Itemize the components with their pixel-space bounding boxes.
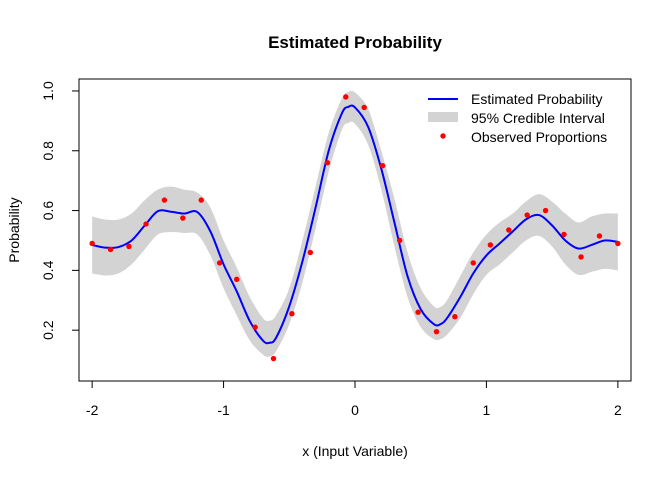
observed-point — [415, 309, 421, 315]
observed-point — [324, 160, 331, 166]
observed-point — [615, 240, 621, 247]
legend-point-swatch — [440, 133, 446, 139]
legend-label-interval: 95% Credible Interval — [471, 110, 605, 126]
observed-point — [107, 246, 114, 253]
y-tick-label: 0.8 — [40, 141, 56, 161]
observed-point — [361, 104, 367, 111]
x-tick-label: 0 — [351, 402, 359, 418]
observed-point — [470, 260, 476, 266]
observed-point — [433, 328, 440, 335]
observed-point — [234, 276, 240, 283]
observed-point — [506, 227, 512, 233]
y-tick-label: 0.2 — [40, 320, 56, 340]
observed-point — [143, 221, 149, 227]
observed-point — [180, 215, 186, 221]
x-tick-label: 1 — [483, 402, 491, 418]
observed-point — [161, 197, 168, 203]
observed-point — [452, 314, 458, 320]
observed-point — [561, 231, 567, 238]
observed-point — [198, 197, 204, 203]
y-tick-label: 0.4 — [40, 260, 56, 280]
observed-point — [396, 237, 403, 244]
plot-layer — [89, 90, 621, 362]
observed-point — [343, 94, 349, 100]
observed-point — [487, 242, 494, 248]
y-axis-label: Probability — [6, 197, 22, 262]
observed-point — [379, 163, 386, 169]
y-tick-label: 0.6 — [40, 201, 56, 221]
credible-interval-band — [92, 90, 618, 357]
legend-label-estimate: Estimated Probability — [471, 91, 603, 107]
x-axis-label: x (Input Variable) — [302, 443, 408, 459]
legend: Estimated Probability 95% Credible Inter… — [428, 91, 607, 145]
observed-point — [252, 324, 258, 330]
x-tick-label: 2 — [614, 402, 622, 418]
observed-point — [596, 233, 603, 239]
chart-title: Estimated Probability — [268, 33, 442, 52]
observed-point — [289, 311, 295, 317]
observed-point — [578, 254, 584, 260]
observed-point — [307, 249, 314, 256]
observed-point — [542, 207, 549, 214]
observed-point — [89, 240, 95, 247]
observed-point — [126, 243, 132, 250]
x-tick-label: -1 — [217, 402, 230, 418]
x-tick-label: -2 — [86, 402, 99, 418]
observed-point — [270, 355, 277, 362]
observed-point — [216, 260, 223, 266]
estimated-probability-line — [91, 104, 619, 345]
y-tick-label: 1.0 — [40, 81, 56, 101]
axis-layer: -2 -1 0 1 2 0.2 0.4 0.6 0.8 1.0 — [40, 81, 622, 418]
legend-label-observed: Observed Proportions — [471, 129, 607, 145]
observed-point — [524, 212, 530, 218]
